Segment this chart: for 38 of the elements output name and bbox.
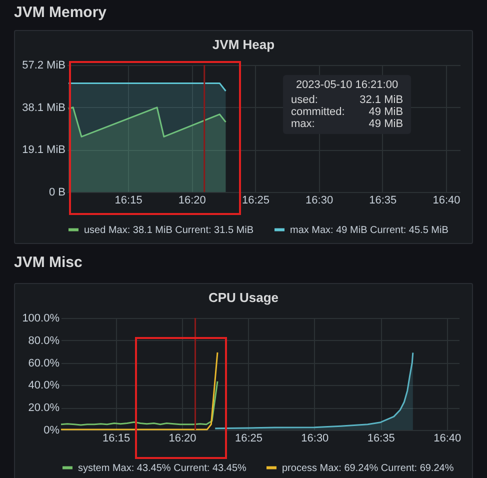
- x-tick-label: 16:20: [168, 432, 196, 444]
- annotation: max:: [291, 118, 315, 130]
- y-tick-label: 0%: [44, 424, 60, 436]
- chart-title: JVM Memory: [14, 4, 107, 21]
- x-tick-label: 16:35: [369, 194, 397, 206]
- y-tick-label: 38.1 MiB: [22, 102, 66, 114]
- x-tick-label: 16:25: [234, 432, 263, 444]
- x-tick-label: 16:15: [114, 194, 142, 206]
- annotation: used:: [291, 94, 318, 106]
- line-series: [60, 380, 218, 426]
- y-tick-label: 57.2 MiB: [22, 60, 66, 72]
- x-tick-label: 16:30: [301, 432, 329, 444]
- x-tick-label: 16:40: [434, 432, 462, 444]
- y-tick-label: 40.0%: [28, 380, 60, 392]
- y-tick-label: 19.1 MiB: [22, 144, 66, 156]
- legend-label: system Max: 43.45% Current: 43.45%: [78, 462, 247, 474]
- annotation: 2023-05-10 16:21:00: [294, 79, 400, 91]
- chart-title: JVM Misc: [14, 254, 82, 271]
- x-tick-label: 16:40: [432, 194, 460, 206]
- legend-label: process Max: 69.24% Current: 69.24%: [282, 462, 454, 474]
- annotation: 49 MiB: [368, 106, 404, 118]
- annotation: committed:: [291, 106, 345, 118]
- y-tick-label: 100.0%: [22, 312, 60, 324]
- annotation: 49 MiB: [368, 118, 404, 130]
- x-tick-label: 16:20: [178, 194, 206, 206]
- y-tick-label: 0 B: [48, 186, 66, 198]
- x-tick-label: 16:35: [367, 432, 395, 444]
- x-tick-label: 16:25: [242, 194, 270, 206]
- x-tick-label: 16:30: [306, 194, 334, 206]
- chart-subtitle: JVM Heap: [211, 37, 276, 52]
- x-tick-label: 16:15: [102, 432, 130, 444]
- annotation: 32.1 MiB: [360, 94, 404, 106]
- legend-label: used Max: 38.1 MiB Current: 31.5 MiB: [84, 224, 254, 236]
- legend-label: max Max: 49 MiB Current: 45.5 MiB: [290, 224, 449, 236]
- chart-subtitle: CPU Usage: [207, 290, 280, 305]
- y-tick-label: 20.0%: [28, 402, 60, 414]
- y-tick-label: 80.0%: [28, 334, 60, 347]
- y-tick-label: 60.0%: [28, 357, 60, 370]
